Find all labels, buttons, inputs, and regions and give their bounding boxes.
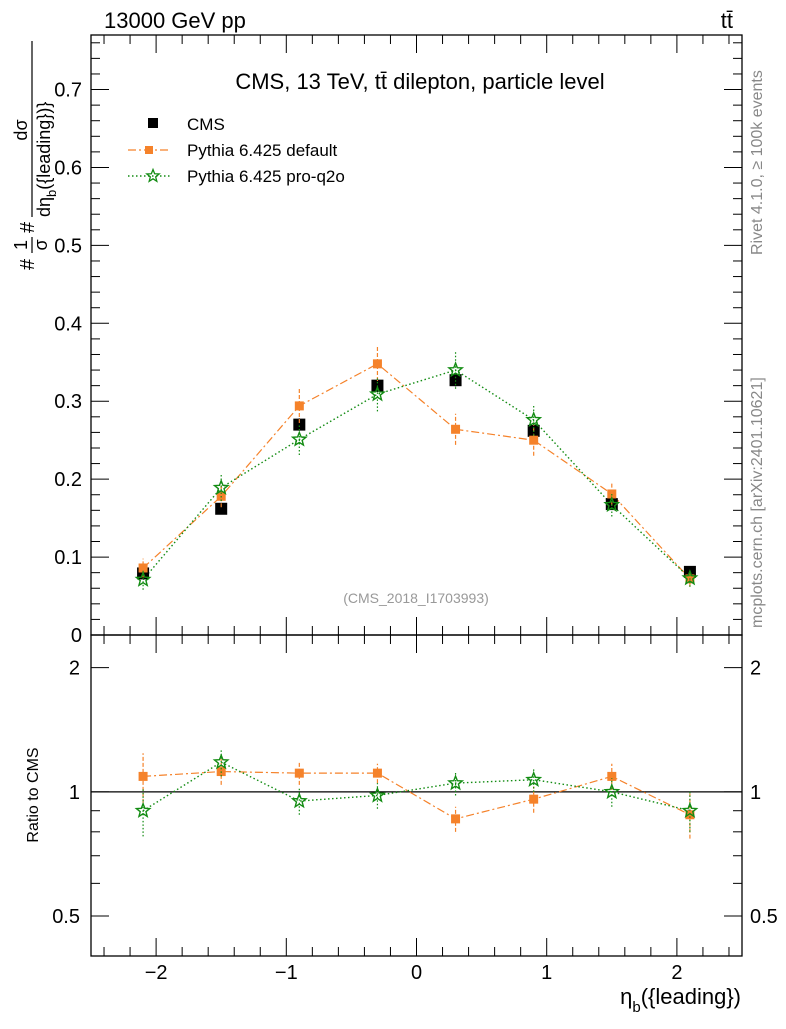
mcplots-label: mcplots.cern.ch [arXiv:2401.10621] [749, 377, 766, 628]
main-y-tick-label: 0.7 [54, 80, 82, 102]
ratio-y-tick-label-right: 0.5 [750, 906, 778, 928]
legend-cms-label: CMS [187, 115, 225, 134]
main-y-axis-label: # 1 σ # dσ dηb({leading})} [11, 41, 59, 270]
xlabel-eta: η [620, 984, 632, 1009]
x-tick-label: 0 [411, 962, 422, 984]
main-axis-ticks [91, 35, 742, 636]
mc-point-proq2o [212, 478, 230, 495]
ratio-y-axis-label: Ratio to CMS [25, 747, 42, 842]
ratio-y-tick-labels: 0.5 0.5 1 1 2 2 [52, 658, 778, 928]
data-point-cms [293, 418, 306, 431]
ratio-line-pythia_proq2o [142, 761, 691, 812]
process-label: tt̄ [721, 8, 733, 33]
ratio-point-proq2o [212, 753, 230, 770]
ylabel-hash-1: # [17, 258, 39, 270]
mc-point-proq2o [447, 361, 465, 378]
main-series-group [134, 346, 699, 590]
main-y-tick-label: 0.1 [54, 547, 82, 569]
ratio-point-proq2o [134, 801, 152, 818]
ylabel-sub-b: b [44, 190, 59, 197]
ylabel-hash-2: # [17, 221, 39, 233]
ratio-point-default [372, 768, 382, 778]
ratio-y-tick-label-left: 0.5 [52, 906, 80, 928]
ratio-point-default [685, 810, 695, 820]
mc-point-proq2o [290, 430, 308, 447]
ratio-point-proq2o [447, 774, 465, 791]
main-y-tick-label: 0.2 [54, 469, 82, 491]
mc-point-proq2o [134, 570, 152, 587]
mc-point-default [138, 563, 148, 573]
main-line-pythia_default [142, 363, 691, 580]
ratio-axis-ticks [91, 635, 742, 957]
x-tick-label: 2 [671, 962, 682, 984]
main-line-pythia_proq2o [142, 369, 691, 581]
ylabel-frac1-den: σ [31, 239, 51, 250]
ratio-line-pythia_default [143, 770, 691, 820]
ratio-y-tick-label-left: 1 [69, 782, 80, 804]
ratio-point-default [451, 814, 461, 824]
data-point-cms [215, 502, 228, 515]
ratio-point-proq2o [290, 792, 308, 809]
xlabel-leading: ({leading}) [641, 984, 741, 1009]
legend-proq2o-label: Pythia 6.425 pro-q2o [187, 167, 345, 186]
energy-label: 13000 GeV pp [104, 8, 246, 33]
ratio-point-proq2o [525, 770, 543, 787]
mc-point-proq2o [368, 385, 386, 402]
rivet-version-label: Rivet 4.1.0, ≥ 100k events [749, 70, 766, 255]
legend: CMS Pythia 6.425 default Pythia 6.425 pr… [128, 115, 345, 186]
main-y-tick-label: 0.4 [54, 313, 82, 335]
ratio-y-tick-label-right: 2 [750, 658, 761, 680]
ylabel-leading: ({leading})} [34, 102, 54, 190]
main-y-tick-label: 0.5 [54, 235, 82, 257]
main-y-tick-label: 0.3 [54, 391, 82, 413]
ylabel-frac2-den: dηb({leading})} [34, 102, 59, 217]
legend-default-marker [145, 146, 153, 154]
mc-point-proq2o [525, 410, 543, 428]
ratio-point-default [294, 768, 304, 778]
main-y-tick-labels: 0 0.1 0.2 0.3 0.4 0.5 0.6 0.7 [54, 80, 82, 647]
legend-cms-marker [148, 118, 158, 128]
mc-point-default [529, 435, 539, 445]
legend-proq2o-marker [145, 167, 161, 183]
x-tick-label: −1 [275, 962, 298, 984]
xlabel-sub-b: b [632, 999, 640, 1016]
data-point-cms [449, 374, 462, 387]
mc-point-default [451, 424, 461, 434]
ratio-point-default [607, 771, 617, 781]
chart-title: CMS, 13 TeV, tt̄ dilepton, particle leve… [235, 69, 604, 94]
mc-point-default [372, 359, 382, 369]
ratio-x-tick-labels: −2 −1 0 1 2 [145, 962, 683, 984]
ratio-point-default [138, 771, 148, 781]
ratio-point-proq2o [368, 786, 386, 803]
ratio-y-tick-label-left: 2 [69, 658, 80, 680]
ylabel-frac1-num: 1 [11, 240, 31, 250]
ratio-point-proq2o [603, 782, 621, 800]
ylabel-frac2-num: dσ [11, 119, 31, 140]
main-y-tick-label: 0 [71, 625, 82, 647]
main-y-tick-label: 0.6 [54, 157, 82, 179]
analysis-watermark: (CMS_2018_I1703993) [343, 590, 489, 606]
mc-point-proq2o [603, 495, 621, 513]
ratio-series-group [134, 749, 699, 839]
ratio-point-proq2o [681, 801, 699, 818]
mc-point-default [607, 489, 617, 499]
ratio-y-tick-label-right: 1 [750, 782, 761, 804]
x-axis-label: ηb({leading}) [620, 984, 741, 1016]
ylabel-deta: dη [34, 197, 54, 217]
legend-default-label: Pythia 6.425 default [187, 141, 338, 160]
ratio-point-default [529, 794, 539, 804]
mc-point-proq2o [681, 569, 699, 586]
mc-point-default [294, 401, 304, 411]
x-tick-label: −2 [145, 962, 168, 984]
x-tick-label: 1 [541, 962, 552, 984]
